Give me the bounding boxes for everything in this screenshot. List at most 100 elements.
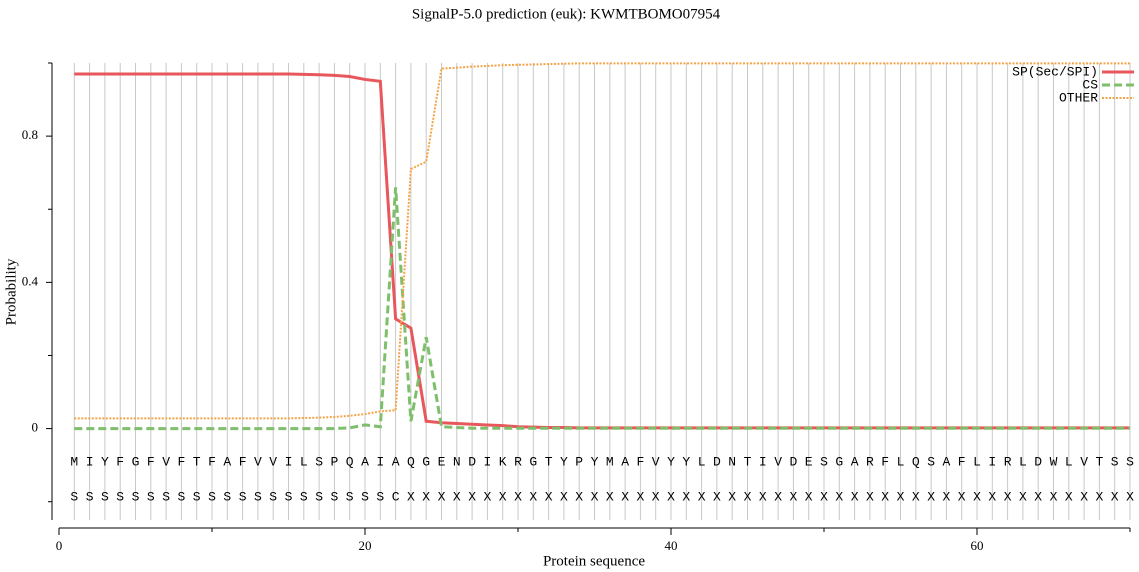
residue-label: X xyxy=(682,489,690,504)
residue-label: X xyxy=(545,489,553,504)
residue: F xyxy=(208,454,216,469)
residue-label: S xyxy=(361,489,369,504)
residue: Y xyxy=(682,454,690,469)
residue: Y xyxy=(591,454,599,469)
y-tick-label: 0.4 xyxy=(22,273,39,288)
residue: Y xyxy=(101,454,109,469)
x-tick-label: 60 xyxy=(971,538,984,553)
residue-label: S xyxy=(239,489,247,504)
residue: F xyxy=(116,454,124,469)
residue-label: X xyxy=(713,489,721,504)
residue-label: X xyxy=(866,489,874,504)
y-tick-label: 0 xyxy=(32,420,39,435)
residue: A xyxy=(621,454,629,469)
residue-label: X xyxy=(698,489,706,504)
residue: V xyxy=(254,454,262,469)
residue: I xyxy=(376,454,384,469)
x-tick-label: 20 xyxy=(359,538,372,553)
residue-label: X xyxy=(1111,489,1119,504)
residue-label: S xyxy=(177,489,185,504)
series-line xyxy=(74,62,1130,420)
residue-label: X xyxy=(407,489,415,504)
residue: D xyxy=(713,454,721,469)
residue: V xyxy=(1080,454,1088,469)
y-tick-label: 0.8 xyxy=(22,127,38,142)
residue: T xyxy=(193,454,201,469)
residue-label: S xyxy=(193,489,201,504)
residue-label: X xyxy=(621,489,629,504)
residue: E xyxy=(805,454,813,469)
residue: F xyxy=(177,454,185,469)
residue: D xyxy=(789,454,797,469)
residue-label: S xyxy=(330,489,338,504)
residue-label: X xyxy=(575,489,583,504)
residue: A xyxy=(851,454,859,469)
residue-label: S xyxy=(70,489,78,504)
residue-label: X xyxy=(529,489,537,504)
residue-label: X xyxy=(483,489,491,504)
residue: I xyxy=(86,454,94,469)
residue: A xyxy=(223,454,231,469)
residue: S xyxy=(315,454,323,469)
residue: L xyxy=(973,454,981,469)
residue: R xyxy=(1004,454,1012,469)
residue: L xyxy=(897,454,905,469)
residue-label: X xyxy=(1126,489,1134,504)
residue: G xyxy=(132,454,140,469)
residue-label: X xyxy=(851,489,859,504)
residue-label: S xyxy=(346,489,354,504)
residue: M xyxy=(70,454,78,469)
residue-label: X xyxy=(1065,489,1073,504)
residue-label: X xyxy=(591,489,599,504)
residue: K xyxy=(499,454,507,469)
residue: L xyxy=(1019,454,1027,469)
residue: Y xyxy=(560,454,568,469)
residue: L xyxy=(300,454,308,469)
residue: T xyxy=(545,454,553,469)
residue-label: X xyxy=(468,489,476,504)
residue: P xyxy=(575,454,583,469)
residue-label: X xyxy=(1019,489,1027,504)
residue-label: X xyxy=(1080,489,1088,504)
residue-label: X xyxy=(805,489,813,504)
residue-label: X xyxy=(973,489,981,504)
residue: A xyxy=(942,454,950,469)
residue-label: S xyxy=(86,489,94,504)
residue-label: S xyxy=(315,489,323,504)
residue-label: X xyxy=(1095,489,1103,504)
residue-label: X xyxy=(774,489,782,504)
residue-label: C xyxy=(392,489,400,504)
residue: N xyxy=(453,454,461,469)
residue-label: S xyxy=(147,489,155,504)
residue: G xyxy=(835,454,843,469)
residue: F xyxy=(958,454,966,469)
residue: S xyxy=(1126,454,1134,469)
residue-label: X xyxy=(744,489,752,504)
x-tick-label: 0 xyxy=(56,538,63,553)
residue-label: X xyxy=(942,489,950,504)
residue: V xyxy=(162,454,170,469)
residue-label: S xyxy=(132,489,140,504)
x-axis-label: Protein sequence xyxy=(543,553,645,569)
residue-label: S xyxy=(208,489,216,504)
residue-label: X xyxy=(560,489,568,504)
residue: I xyxy=(759,454,767,469)
y-axis-label: Probability xyxy=(3,258,19,325)
residue: V xyxy=(269,454,277,469)
residue-label: X xyxy=(759,489,767,504)
residue-label: S xyxy=(376,489,384,504)
residue: F xyxy=(881,454,889,469)
residue: D xyxy=(1034,454,1042,469)
residue: A xyxy=(392,454,400,469)
legend-label: OTHER xyxy=(1059,90,1098,105)
residue: G xyxy=(422,454,430,469)
chart-title: SignalP-5.0 prediction (euk): KWMTBOMO07… xyxy=(412,6,721,22)
residue-label: S xyxy=(116,489,124,504)
residue: L xyxy=(1065,454,1073,469)
residue-label: X xyxy=(728,489,736,504)
residue: M xyxy=(606,454,614,469)
residue: V xyxy=(774,454,782,469)
residue-label: S xyxy=(254,489,262,504)
